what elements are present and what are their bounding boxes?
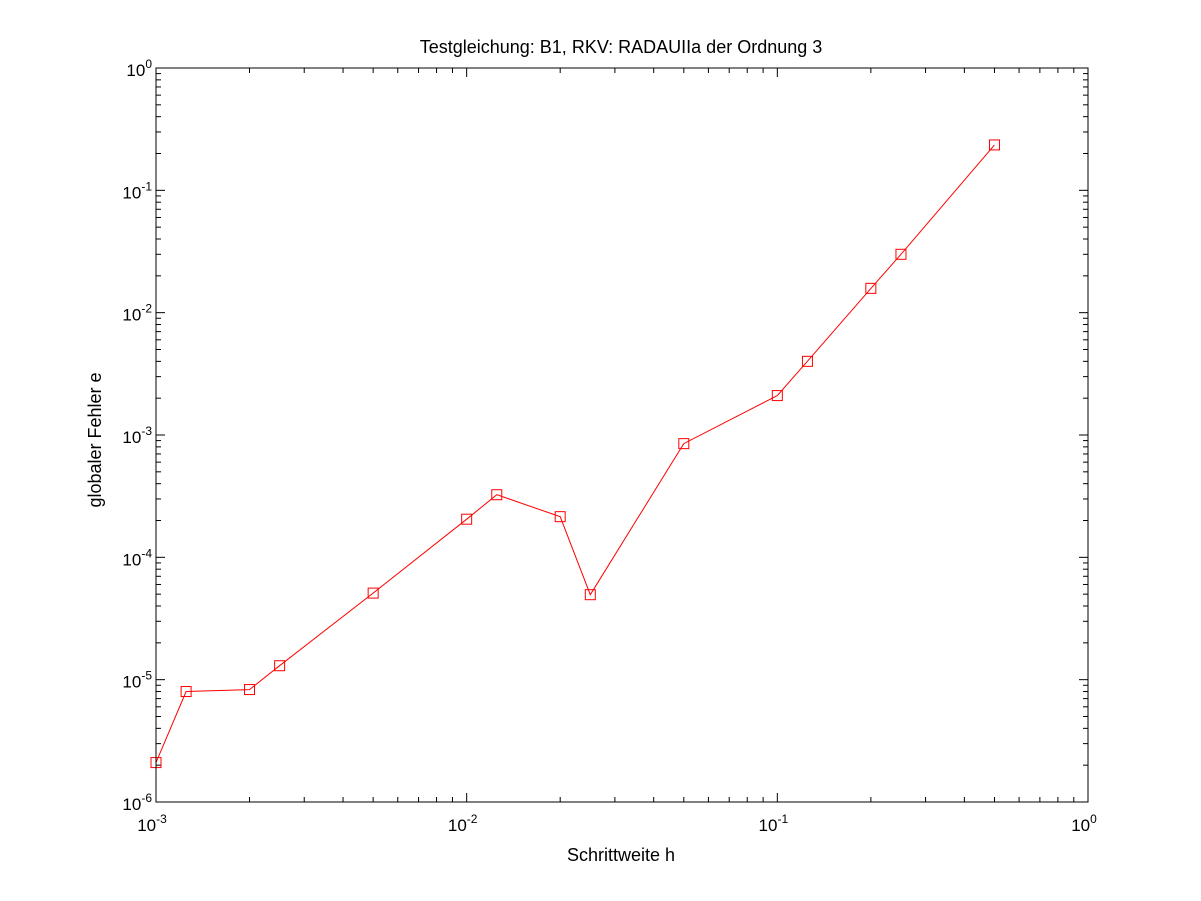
data-point-marker	[244, 684, 256, 696]
y-tick-label: 100	[126, 57, 152, 80]
data-point-marker	[895, 248, 907, 260]
tick-labels: 10-3 10-2 10-1 10010-610-510-410-310-210-11…	[122, 57, 1097, 835]
y-tick-exponent: -3	[141, 424, 152, 438]
data-point-marker	[491, 489, 503, 501]
data-point-marker	[461, 513, 473, 525]
data-point-marker	[678, 438, 690, 450]
data-point-marker	[554, 511, 566, 523]
data-point-marker	[274, 660, 286, 672]
data-point-marker	[801, 355, 813, 367]
y-tick-label: 10-5	[122, 669, 152, 692]
y-tick-exponent: -1	[141, 179, 152, 193]
data-point-marker	[865, 282, 877, 294]
x-tick-base: 10	[137, 816, 156, 835]
x-tick-exponent: 0	[1090, 812, 1097, 826]
y-tick-base: 10	[126, 61, 145, 80]
chart-title: Testgleichung: B1, RKV: RADAUIIa der Ord…	[420, 37, 823, 57]
series-layer	[150, 139, 1000, 769]
data-point-marker	[584, 589, 596, 601]
x-tick-label: 10-2	[448, 812, 478, 835]
data-point-marker	[988, 139, 1000, 151]
plot-frame	[155, 67, 1089, 803]
y-tick-exponent: -2	[141, 302, 152, 316]
y-tick-label: 10-2	[122, 302, 152, 325]
series-line	[155, 144, 995, 763]
y-tick-base: 10	[122, 550, 141, 569]
x-tick-exponent: -2	[467, 812, 478, 826]
x-tick-base: 10	[1071, 816, 1090, 835]
x-tick-exponent: -3	[156, 812, 167, 826]
y-tick-label: 10-3	[122, 424, 152, 447]
x-tick-exponent: -1	[777, 812, 788, 826]
x-tick-label: 10-1	[759, 812, 789, 835]
y-tick-base: 10	[122, 428, 141, 447]
x-axis-title: Schrittweite h	[567, 845, 675, 865]
y-tick-base: 10	[122, 795, 141, 814]
x-tick-label: 10-3	[137, 812, 167, 835]
y-tick-base: 10	[122, 306, 141, 325]
y-tick-label: 10-4	[122, 546, 152, 569]
y-tick-label: 10-6	[122, 791, 152, 814]
y-tick-exponent: 0	[145, 57, 152, 71]
y-tick-base: 10	[122, 183, 141, 202]
data-point-marker	[367, 587, 379, 599]
x-tick-label: 100	[1071, 812, 1097, 835]
y-tick-exponent: -4	[141, 546, 152, 560]
y-tick-exponent: -6	[141, 791, 152, 805]
data-point-marker	[771, 390, 783, 402]
y-tick-base: 10	[122, 673, 141, 692]
y-tick-label: 10-1	[122, 179, 152, 202]
data-point-marker	[180, 686, 192, 698]
x-tick-base: 10	[759, 816, 778, 835]
axis-ticks	[155, 67, 1089, 803]
y-axis-title: globaler Fehler e	[85, 372, 105, 507]
y-tick-exponent: -5	[141, 669, 152, 683]
x-tick-base: 10	[448, 816, 467, 835]
